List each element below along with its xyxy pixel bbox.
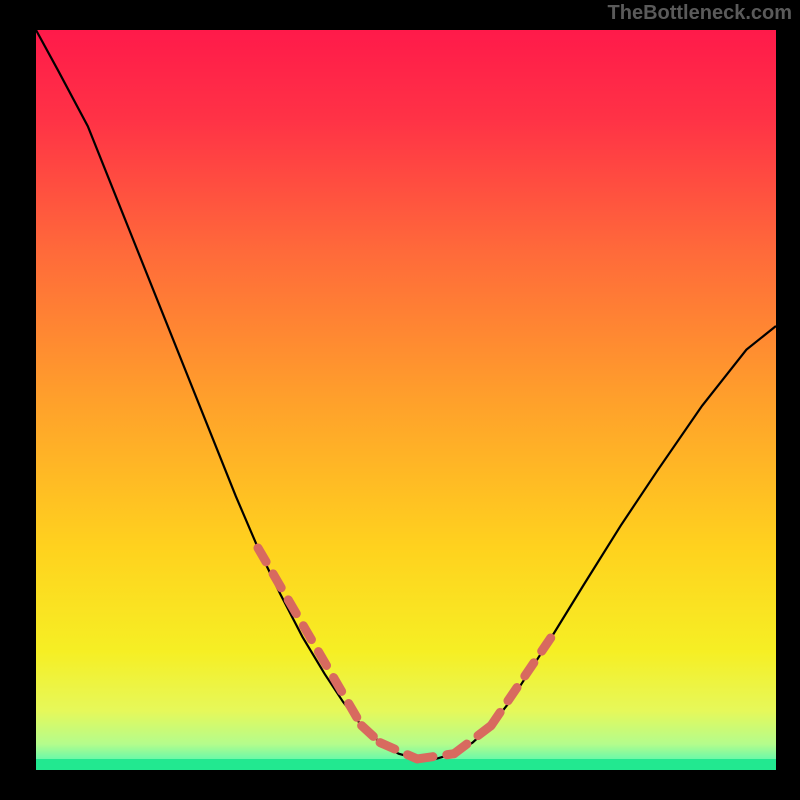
- dash-overlay-segment: [258, 548, 362, 726]
- attribution-text: TheBottleneck.com: [608, 2, 792, 25]
- chart-container: { "attribution": "TheBottleneck.com", "f…: [0, 0, 800, 800]
- dash-overlay-segment: [454, 726, 491, 754]
- dash-overlay-segment: [417, 754, 454, 759]
- plot-area: [36, 30, 776, 770]
- dash-overlay-segment: [380, 743, 417, 759]
- chart-curve-layer: [36, 30, 776, 770]
- dash-overlay-segment: [491, 633, 554, 726]
- primary-curve: [36, 30, 776, 759]
